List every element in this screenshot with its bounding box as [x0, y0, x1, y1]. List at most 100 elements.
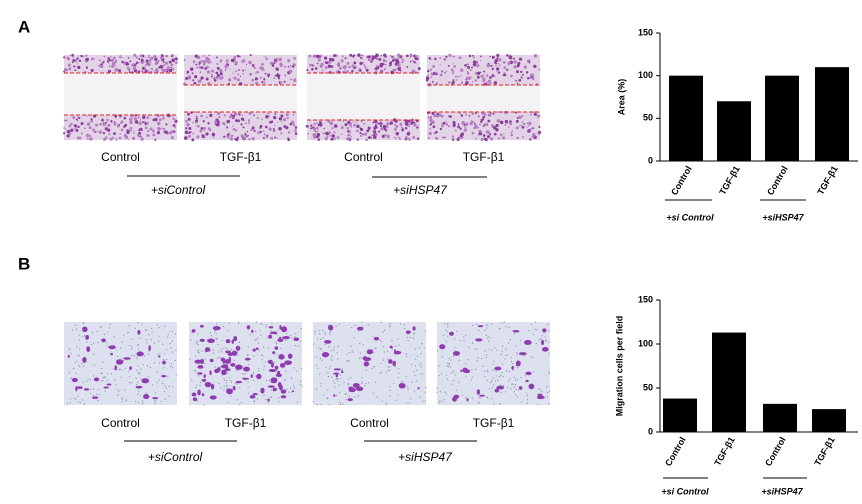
cell — [204, 135, 206, 137]
cell — [406, 65, 408, 68]
pore — [491, 387, 493, 389]
cell — [268, 115, 271, 117]
cell — [389, 63, 392, 67]
cell — [73, 65, 76, 68]
cell — [434, 57, 437, 61]
pore — [513, 376, 515, 378]
cell — [287, 131, 291, 134]
cell — [459, 75, 462, 77]
cell — [249, 72, 253, 76]
pore — [452, 371, 454, 373]
pore — [499, 327, 501, 330]
pore — [69, 401, 71, 404]
cell — [76, 386, 83, 389]
cell — [110, 353, 113, 356]
cell — [511, 130, 513, 132]
cell — [480, 118, 483, 121]
pore — [319, 332, 321, 335]
cell — [123, 125, 126, 128]
cell — [229, 116, 231, 118]
cell — [308, 54, 312, 58]
cell — [461, 121, 465, 125]
cell — [145, 62, 149, 66]
cell — [479, 123, 481, 126]
cell — [496, 71, 498, 73]
cell — [503, 66, 507, 70]
pore — [242, 373, 244, 375]
cell — [211, 69, 215, 73]
cell — [207, 338, 215, 344]
cell — [537, 132, 540, 136]
cell — [371, 55, 374, 58]
cell — [114, 365, 117, 371]
pore — [424, 391, 426, 393]
pore — [477, 348, 479, 350]
cell — [329, 121, 334, 126]
pore — [501, 350, 503, 352]
cell — [159, 64, 164, 69]
cell — [90, 68, 94, 73]
cell — [366, 55, 370, 59]
pore — [139, 373, 141, 375]
cell — [477, 135, 479, 137]
cell — [375, 53, 379, 58]
pore — [78, 354, 80, 356]
cell — [198, 64, 200, 66]
pore — [121, 398, 123, 400]
bar — [669, 75, 703, 161]
cell — [522, 122, 526, 126]
pore — [507, 354, 509, 356]
pore — [300, 327, 302, 330]
pore — [155, 392, 157, 394]
cell — [272, 331, 278, 335]
pore — [548, 329, 550, 332]
pore — [138, 348, 140, 350]
pore — [156, 371, 158, 373]
cell — [389, 54, 392, 57]
cell — [137, 133, 141, 138]
cell — [86, 115, 88, 117]
pore — [291, 337, 293, 339]
cell — [380, 55, 383, 57]
pore — [66, 402, 68, 405]
cell — [279, 324, 282, 330]
cell — [171, 130, 174, 134]
pore — [421, 343, 423, 345]
cell — [413, 123, 417, 127]
pore — [494, 380, 497, 382]
cell — [270, 379, 278, 384]
cell — [352, 383, 360, 389]
cell — [442, 136, 445, 139]
pore — [151, 327, 153, 329]
cell — [432, 65, 435, 68]
pore — [471, 342, 474, 344]
pore — [82, 335, 84, 338]
pore — [195, 371, 197, 373]
pore — [172, 351, 174, 353]
pore — [463, 339, 465, 341]
cell — [242, 126, 245, 129]
cell — [236, 78, 240, 82]
pore — [158, 327, 160, 329]
pore — [346, 360, 348, 362]
pore — [453, 380, 455, 382]
pore — [262, 346, 265, 348]
pore — [505, 326, 507, 328]
cell — [65, 119, 68, 122]
pore — [228, 377, 231, 379]
pore — [394, 365, 396, 368]
pore — [294, 332, 296, 335]
cell — [154, 57, 156, 59]
cell — [474, 112, 477, 115]
pore — [350, 345, 352, 347]
pore — [162, 343, 164, 345]
pore — [216, 323, 218, 325]
cell — [231, 339, 234, 344]
cell — [353, 123, 356, 127]
pore — [198, 375, 200, 377]
cell — [90, 118, 93, 121]
cell — [521, 121, 524, 123]
group-label: +si Control — [666, 212, 714, 222]
cell — [156, 121, 161, 126]
pore — [379, 372, 381, 374]
